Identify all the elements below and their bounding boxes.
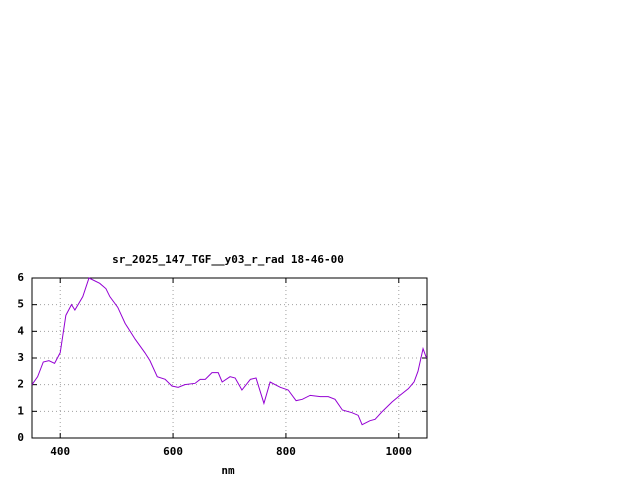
x-tick-label: 600 (163, 445, 183, 458)
x-tick-label: 400 (50, 445, 70, 458)
y-tick-label: 1 (17, 404, 24, 417)
x-tick-label: 1000 (386, 445, 413, 458)
y-tick-label: 2 (17, 378, 24, 391)
plot-frame (31, 277, 428, 439)
chart-title: sr_2025_147_TGF__y03_r_rad 18-46-00 (112, 253, 344, 266)
y-tick-label: 6 (17, 271, 24, 284)
y-tick-label: 0 (17, 431, 24, 444)
y-tick-label: 4 (17, 324, 24, 337)
y-tick-label: 3 (17, 351, 24, 364)
x-tick-label: 800 (276, 445, 296, 458)
x-axis-label: nm (221, 464, 235, 477)
y-tick-label: 5 (17, 298, 24, 311)
data-line (31, 277, 427, 426)
